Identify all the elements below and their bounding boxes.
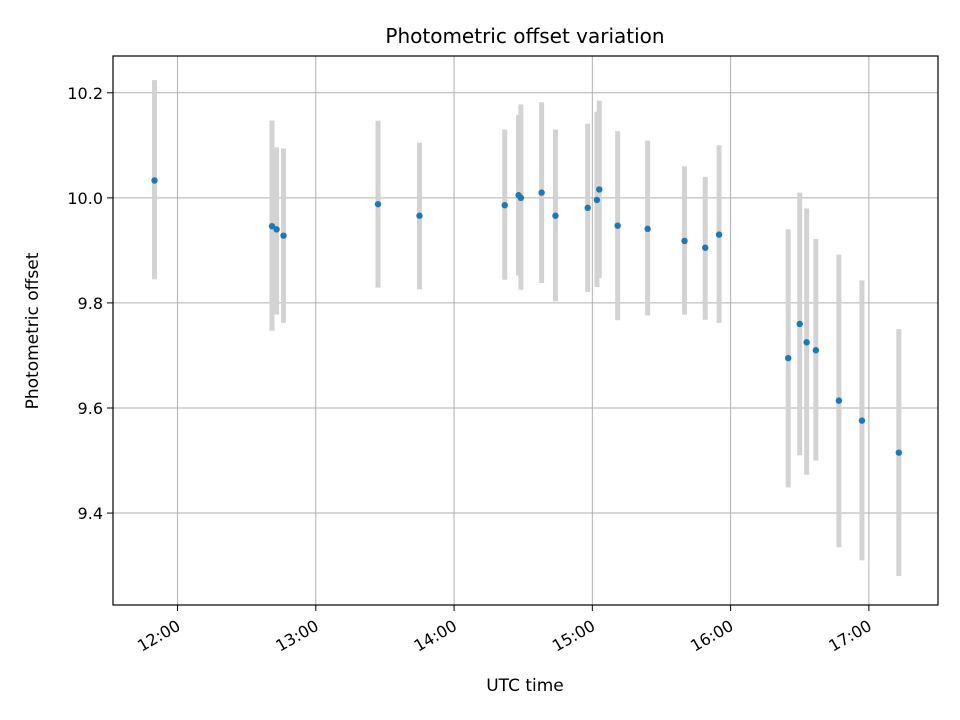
data-point — [644, 225, 651, 233]
data-point — [552, 212, 559, 219]
y-tick-label: 10.2 — [67, 84, 103, 103]
data-point — [812, 347, 820, 354]
y-axis-label: Photometric offset — [23, 252, 43, 409]
data-point — [374, 200, 382, 208]
x-tick-label: 16:00 — [687, 616, 736, 656]
data-point — [268, 223, 276, 230]
data-point — [702, 244, 709, 251]
chart-title: Photometric offset variation — [385, 24, 664, 48]
x-tick-label: 17:00 — [825, 616, 874, 656]
data-point — [858, 417, 866, 424]
data-point — [280, 232, 287, 239]
data-point — [803, 339, 810, 346]
y-tick-label: 9.6 — [78, 399, 103, 418]
x-tick-label: 14:00 — [411, 616, 460, 656]
plot-area-frame — [112, 55, 939, 606]
data-point — [416, 212, 423, 219]
axis-ticks: 12:00 13:00 14:00 15:00 16:00 17:00 9.4 9.6 9.8 1… — [67, 84, 874, 656]
data-point — [584, 204, 591, 212]
data-point — [593, 196, 601, 204]
data-point — [835, 397, 843, 404]
data-point — [151, 177, 158, 184]
data-point — [596, 186, 603, 193]
y-tick-label: 9.4 — [78, 504, 103, 523]
y-tick-label: 10.0 — [67, 189, 103, 208]
data-points — [151, 177, 903, 456]
data-point — [273, 226, 280, 233]
data-point — [517, 194, 525, 202]
data-point — [785, 354, 792, 362]
data-point — [715, 231, 723, 238]
y-tick-label: 9.8 — [78, 294, 103, 313]
data-point — [614, 222, 621, 229]
data-point — [681, 237, 688, 245]
data-point — [538, 189, 545, 196]
error-bars — [151, 80, 902, 577]
x-axis-label: UTC time — [486, 676, 564, 696]
x-tick-label: 15:00 — [549, 616, 598, 656]
data-point — [501, 202, 508, 209]
x-tick-label: 12:00 — [134, 616, 183, 656]
x-tick-label: 13:00 — [272, 616, 321, 656]
data-point — [895, 449, 903, 456]
data-point — [796, 320, 803, 328]
